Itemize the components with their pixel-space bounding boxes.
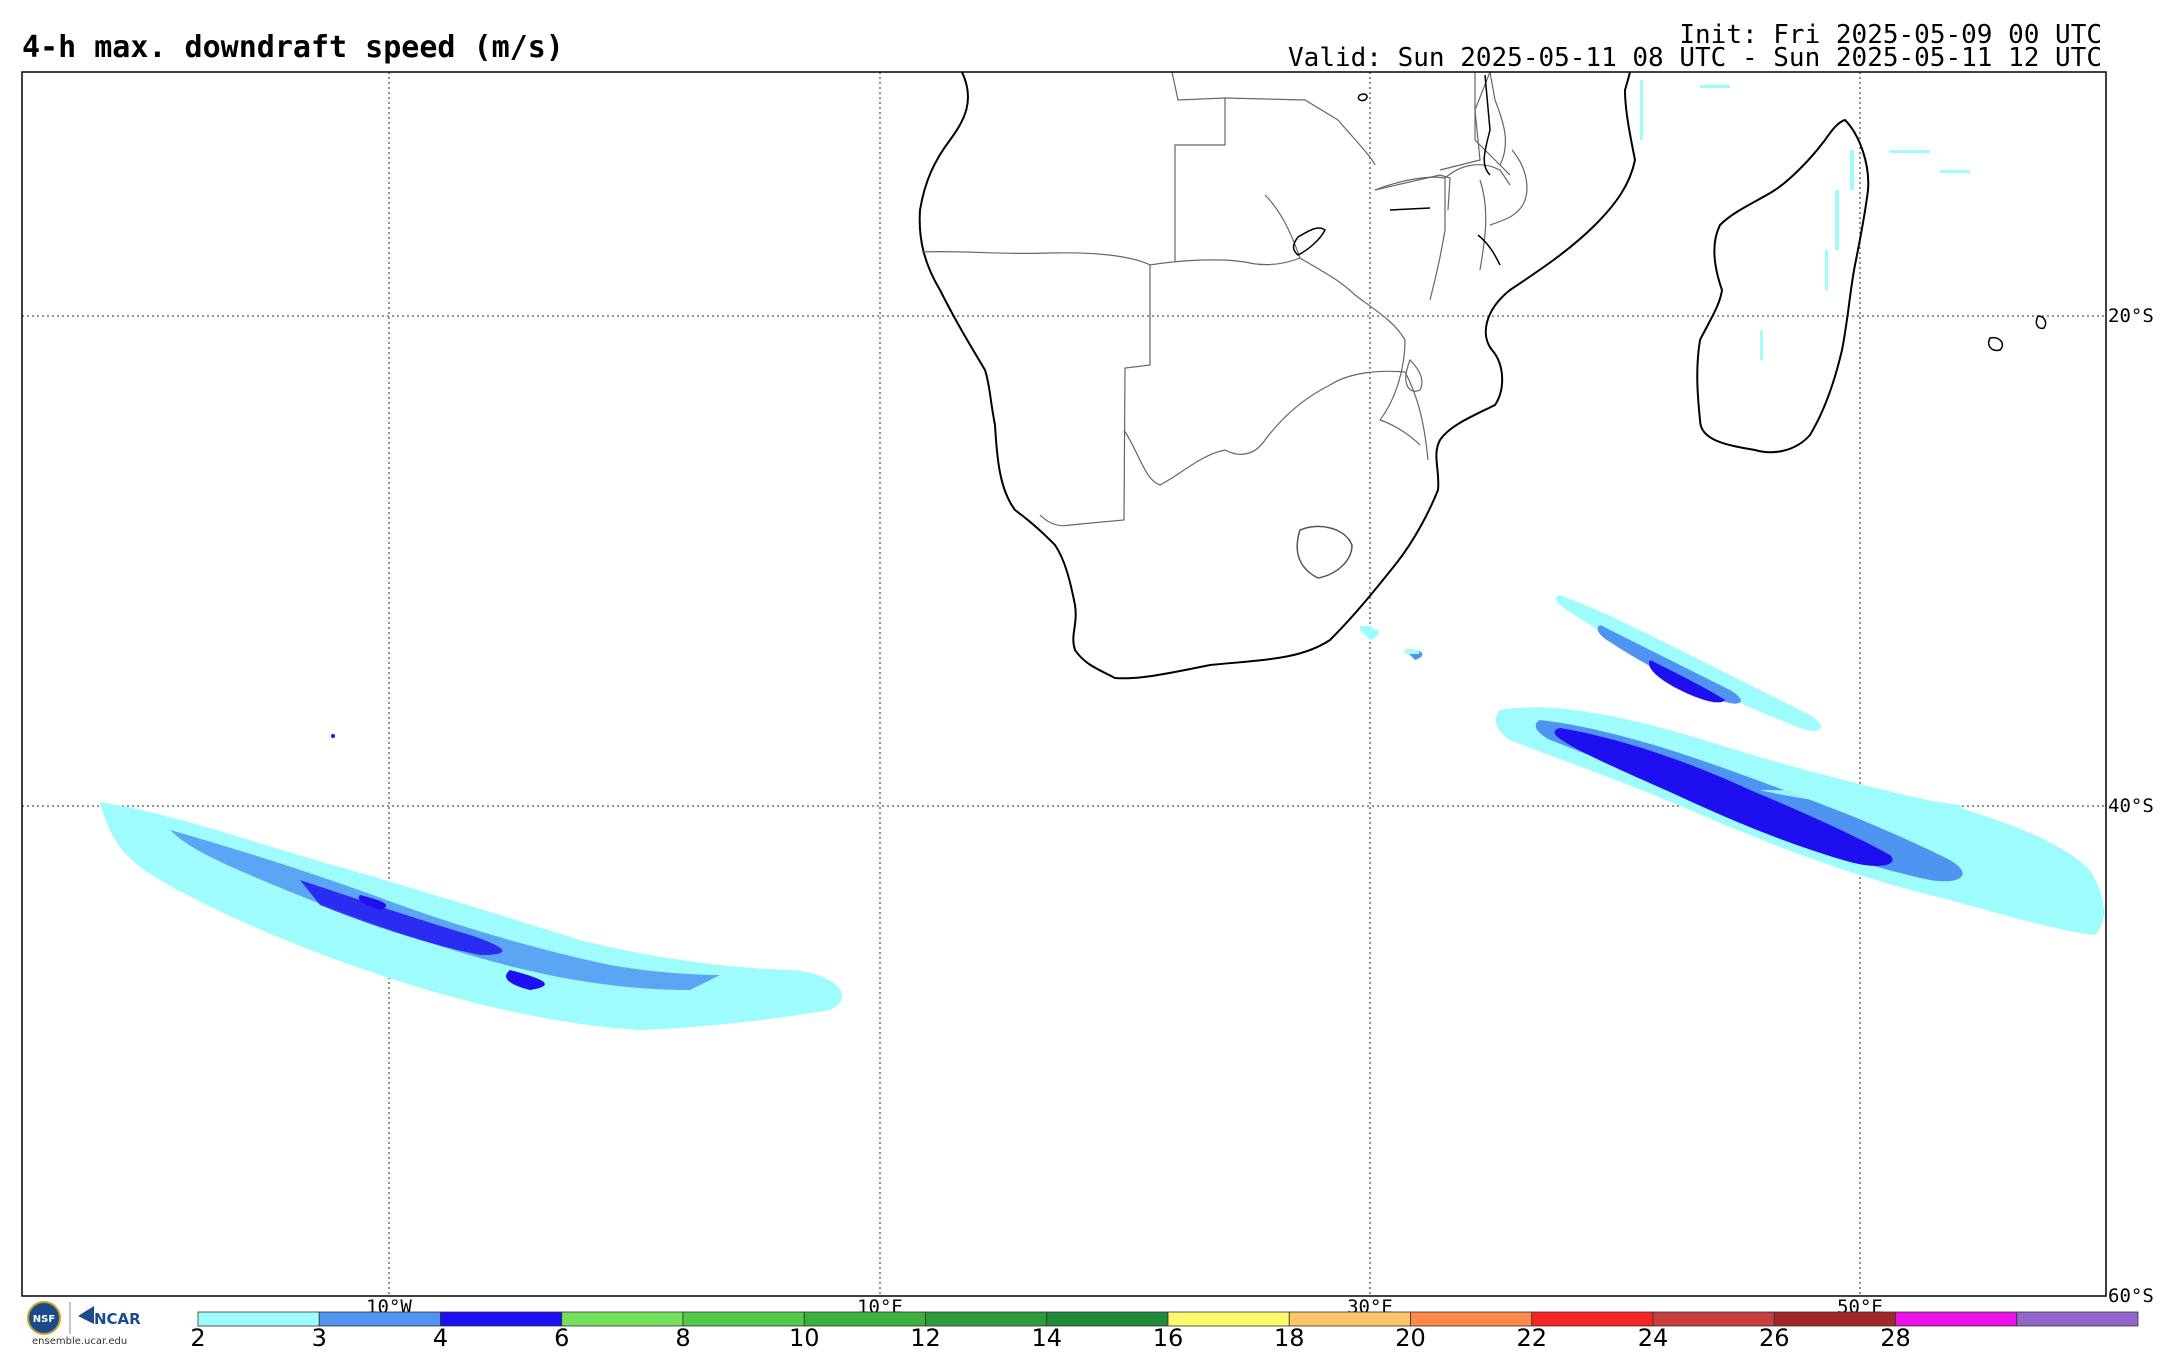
site-url: ensemble.ucar.edu [32, 1336, 128, 1347]
colorbar-tick-label: 24 [1637, 1324, 1669, 1352]
lat-label-20s: 20°S [2108, 305, 2154, 327]
map-title: 4-h max. downdraft speed (m/s) [22, 30, 564, 65]
lat-label-40s: 40°S [2108, 795, 2154, 817]
colorbar-tick-label: 28 [1880, 1324, 1911, 1352]
downdraft-band-southeast [1360, 595, 2105, 935]
colorbar-tick-label: 14 [1031, 1324, 1063, 1352]
island-outline [2035, 315, 2047, 330]
nsf-ncar-logo: NSF NCAR [27, 1301, 141, 1335]
lesotho-outline [1296, 525, 1353, 579]
ncar-wordmark: NCAR [94, 1310, 141, 1328]
init-time: Init: Fri 2025-05-09 00 UTC [1679, 20, 2102, 50]
island-outline [1988, 336, 2004, 352]
madagascar-outline [1696, 118, 1870, 454]
gridlines [22, 72, 2106, 1296]
nsf-seal-text: NSF [33, 1314, 55, 1325]
plot-frame [21, 71, 2107, 1297]
colorbar-tick-label: 16 [1152, 1324, 1184, 1352]
colorbar-tick-label: 18 [1273, 1324, 1305, 1352]
colorbar-tick-label: 6 [554, 1324, 570, 1352]
colorbar-tick-label: 8 [675, 1324, 691, 1352]
colorbar-tick-label: 4 [432, 1324, 449, 1352]
ncar-mark-icon [78, 1306, 94, 1324]
colorbar-tick-label: 26 [1758, 1324, 1790, 1352]
lakes [1292, 74, 1501, 266]
lat-label-60s: 60°S [2108, 1285, 2154, 1307]
colorbar-swatch [2016, 1311, 2139, 1327]
colorbar-tick-label: 20 [1395, 1324, 1426, 1352]
colorbar-tick-label: 3 [311, 1324, 327, 1352]
downdraft-speckles [1360, 80, 1970, 654]
colorbar-labels: 2 3 4 6 8 10 12 14 16 18 20 22 24 26 28 [0, 1324, 2160, 1354]
colorbar-tick-label: 10 [788, 1324, 820, 1352]
colorbar-tick-label: 12 [910, 1324, 941, 1352]
colorbar-tick-label: 22 [1516, 1324, 1548, 1352]
valid-time: Valid: Sun 2025-05-11 08 UTC - Sun 2025-… [1288, 43, 2102, 73]
country-borders [921, 72, 1528, 527]
downdraft-band-southwest [100, 734, 843, 1030]
nsf-seal-icon [27, 1301, 61, 1335]
colorbar [197, 1311, 2139, 1327]
colorbar-tick-label: 2 [190, 1324, 206, 1352]
africa-coastline [918, 72, 1637, 680]
